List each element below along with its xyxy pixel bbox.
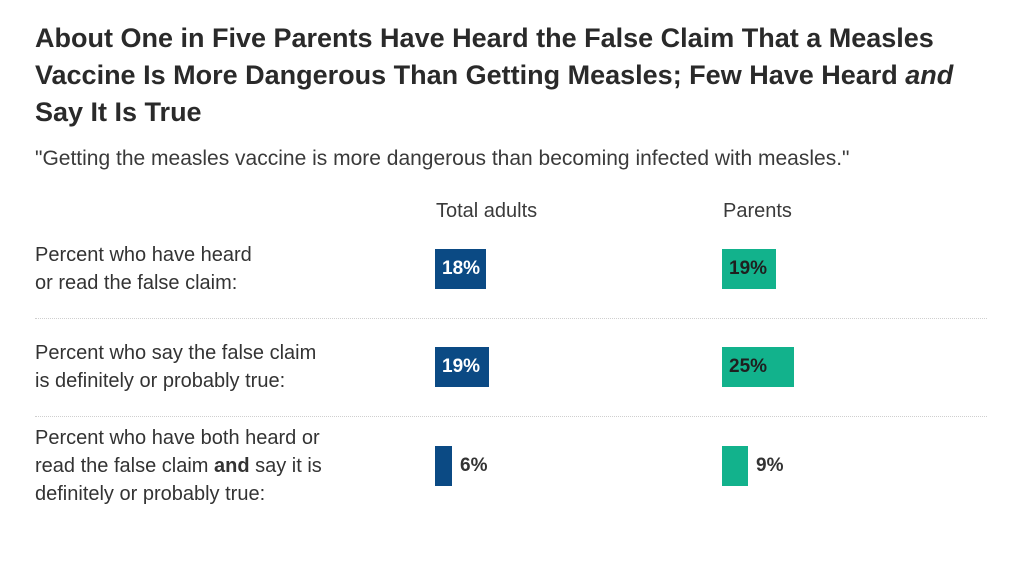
bar-label-total-adults-say-true: 19% (442, 356, 481, 377)
row-label-both: Percent who have both heard or read the … (35, 424, 395, 508)
row-divider-1 (35, 318, 987, 319)
bar-total-adults-say-true (435, 347, 489, 387)
bar-label-total-adults-both: 6% (460, 455, 488, 476)
chart-title-line-2: Vaccine Is More Dangerous Than Getting M… (35, 60, 906, 90)
column-header-parents: Parents (723, 200, 792, 222)
bar-total-adults-both (435, 446, 452, 486)
row-label-say-true-line-2: is definitely or probably true: (35, 370, 286, 392)
row-label-both-line-3: definitely or probably true: (35, 483, 266, 505)
row-label-both-line-2b: say it is (249, 455, 322, 477)
chart-title-line-3: Say It Is True (35, 97, 202, 127)
row-label-heard: Percent who have heard or read the false… (35, 241, 395, 297)
row-divider-2 (35, 416, 987, 417)
bar-label-parents-say-true: 25% (729, 356, 768, 377)
bar-label-parents-both: 9% (756, 455, 784, 476)
row-label-both-line-1: Percent who have both heard or (35, 427, 320, 449)
bar-label-total-adults-heard: 18% (442, 258, 481, 279)
chart-title-line-1: About One in Five Parents Have Heard the… (35, 23, 934, 53)
column-header-total-adults: Total adults (436, 200, 538, 222)
bar-total-adults-heard (435, 249, 486, 289)
row-label-both-emphasis: and (213, 455, 250, 477)
bar-parents-both (722, 446, 748, 486)
row-label-heard-line-2: or read the false claim: (35, 272, 238, 294)
row-label-say-true: Percent who say the false claim is defin… (35, 339, 395, 395)
bar-label-parents-heard: 19% (729, 258, 768, 279)
chart-title: About One in Five Parents Have Heard the… (35, 20, 995, 131)
row-label-both-line-2a: read the false claim (35, 455, 214, 477)
row-label-heard-line-1: Percent who have heard (35, 244, 252, 266)
bar-parents-say-true (722, 347, 794, 387)
row-label-say-true-line-1: Percent who say the false claim (35, 342, 317, 364)
chart-title-emphasis: and (905, 60, 954, 90)
chart-subtitle: "Getting the measles vaccine is more dan… (35, 147, 850, 170)
bar-parents-heard (722, 249, 776, 289)
